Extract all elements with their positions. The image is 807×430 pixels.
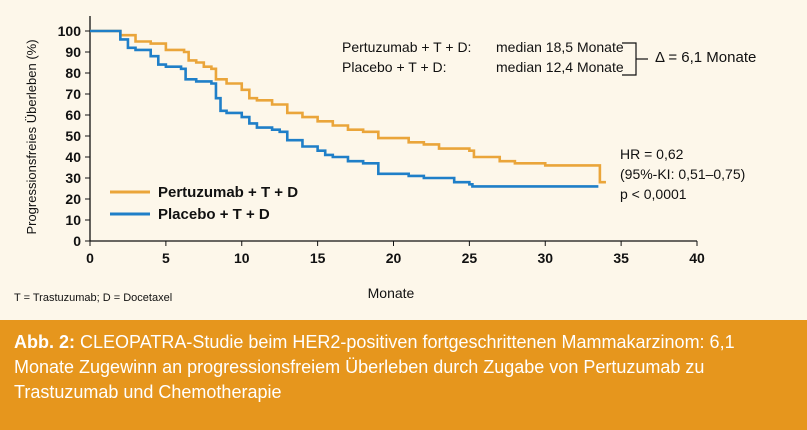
x-tick-label: 30 bbox=[537, 250, 553, 266]
caption-text: CLEOPATRA-Studie beim HER2-positiven for… bbox=[14, 332, 735, 402]
caption-label: Abb. 2: bbox=[14, 332, 75, 352]
legend-label: Pertuzumab + T + D bbox=[158, 184, 298, 201]
ci-value: (95%-KI: 0,51–0,75) bbox=[620, 166, 746, 182]
x-tick-label: 20 bbox=[386, 250, 402, 266]
y-tick-label: 10 bbox=[65, 212, 81, 228]
y-tick-label: 90 bbox=[65, 44, 81, 60]
legend: Pertuzumab + T + D Placebo + T + D bbox=[110, 184, 298, 223]
y-tick-label: 70 bbox=[65, 86, 81, 102]
km-chart: 0 10 20 30 40 50 60 70 80 90 100 0 5 10 15 20 25 30 35 40 P… bbox=[24, 16, 705, 301]
x-tick-label: 10 bbox=[234, 250, 250, 266]
y-tick-label: 0 bbox=[73, 233, 81, 249]
pertuzumab-median-label: Pertuzumab + T + D: bbox=[342, 39, 472, 55]
placebo-median-value: median 12,4 Monate bbox=[496, 59, 624, 75]
axes: 0 10 20 30 40 50 60 70 80 90 100 0 5 10 15 20 25 30 35 40 bbox=[58, 16, 705, 266]
x-tick-label: 0 bbox=[86, 250, 94, 266]
y-tick-label: 20 bbox=[65, 191, 81, 207]
y-tick-label: 60 bbox=[65, 107, 81, 123]
y-tick-label: 50 bbox=[65, 128, 81, 144]
x-tick-label: 35 bbox=[613, 250, 629, 266]
x-axis-label: Monate bbox=[368, 285, 415, 301]
delta-bracket bbox=[622, 42, 648, 76]
footnote: T = Trastuzumab; D = Docetaxel bbox=[14, 292, 173, 304]
x-tick-label: 15 bbox=[310, 250, 326, 266]
series-line-pertuzumab bbox=[90, 29, 606, 184]
legend-label: Placebo + T + D bbox=[158, 206, 270, 223]
placebo-median-label: Placebo + T + D: bbox=[342, 59, 447, 75]
x-tick-label: 5 bbox=[162, 250, 170, 266]
figure-caption: Abb. 2: CLEOPATRA-Studie beim HER2-posit… bbox=[0, 320, 807, 430]
hr-value: HR = 0,62 bbox=[620, 146, 684, 162]
y-tick-label: 80 bbox=[65, 65, 81, 81]
series-line-placebo bbox=[90, 29, 599, 188]
y-axis-label: Progressionsfreies Überleben (%) bbox=[24, 39, 39, 234]
x-tick-label: 25 bbox=[462, 250, 478, 266]
y-tick-label: 30 bbox=[65, 170, 81, 186]
pertuzumab-median-value: median 18,5 Monate bbox=[496, 39, 624, 55]
delta-value: Δ = 6,1 Monate bbox=[655, 49, 757, 66]
p-value: p < 0,0001 bbox=[620, 186, 687, 202]
series-layer bbox=[90, 29, 606, 188]
x-tick-label: 40 bbox=[689, 250, 705, 266]
y-tick-label: 40 bbox=[65, 149, 81, 165]
y-tick-label: 100 bbox=[58, 23, 82, 39]
